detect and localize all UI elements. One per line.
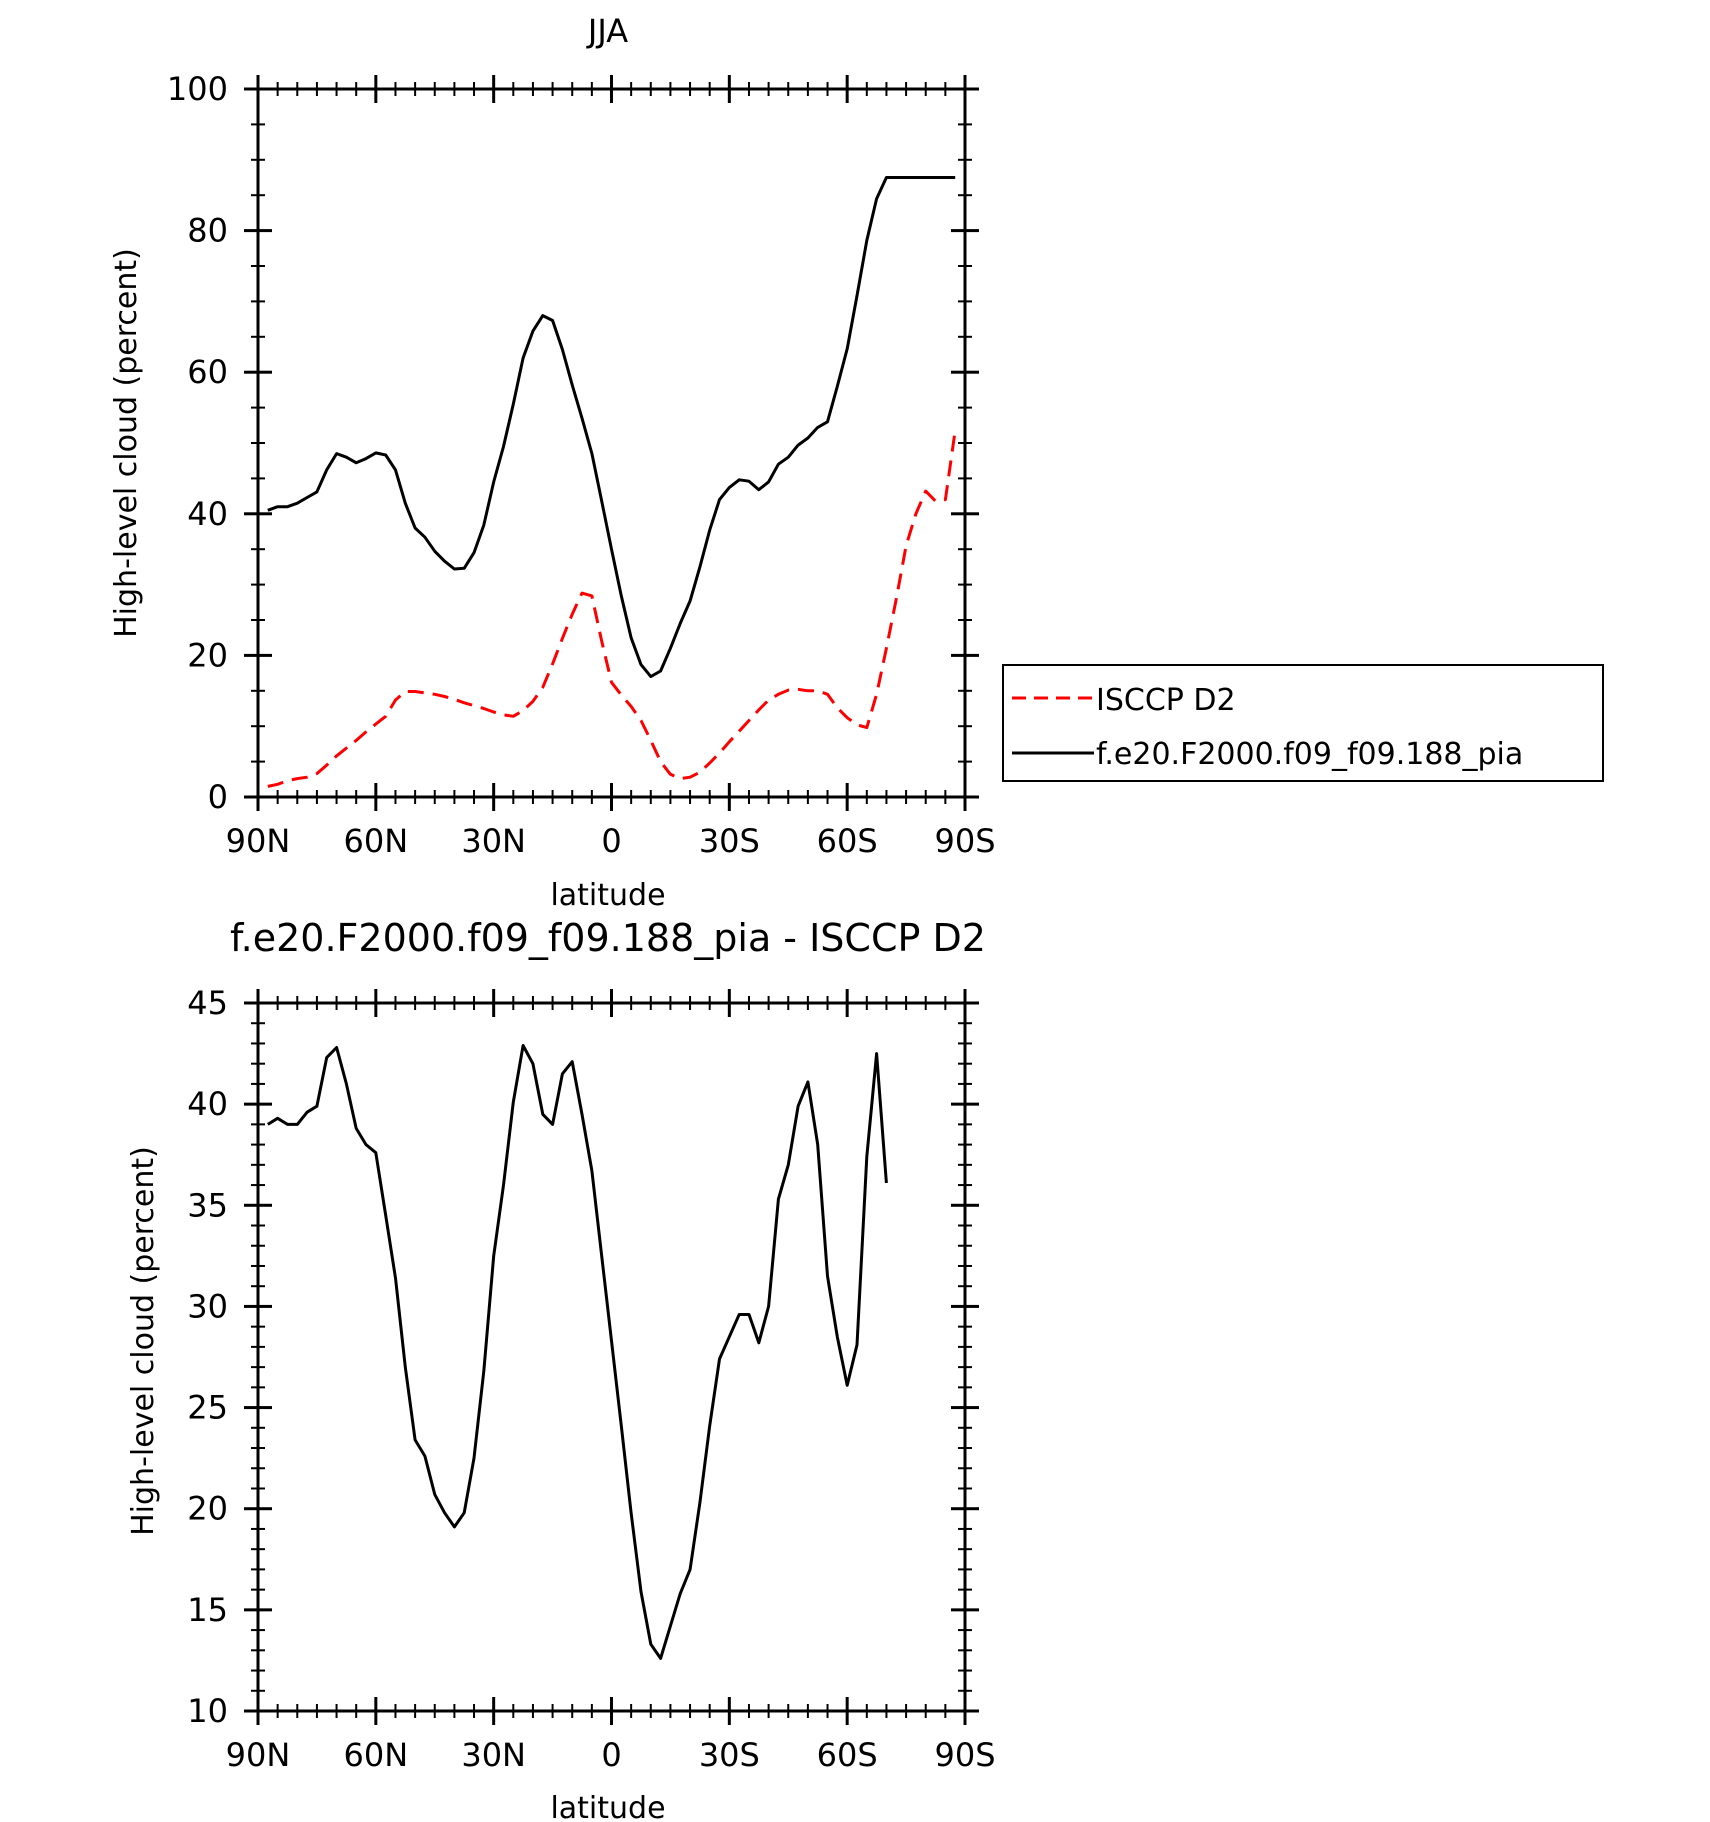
bottom-x-tick-label: 60S <box>817 1736 878 1774</box>
top-y-tick-label: 0 <box>208 778 228 816</box>
bottom-x-tick-label: 90N <box>226 1736 291 1774</box>
bottom-y-axis-label: High-level cloud (percent) <box>126 1146 161 1536</box>
top-x-tick-label: 30S <box>699 822 760 860</box>
bottom-y-tick-label: 30 <box>187 1287 228 1325</box>
bottom-x-tick-label: 60N <box>344 1736 409 1774</box>
bottom-y-tick-label: 25 <box>187 1389 228 1427</box>
top-y-tick-label: 80 <box>187 212 228 250</box>
top-series-line-2 <box>267 176 956 679</box>
top-y-tick-label: 60 <box>187 353 228 391</box>
bottom-series-line-1 <box>267 1044 888 1660</box>
top-x-tick-label: 90S <box>934 822 995 860</box>
top-series-layer <box>267 176 957 788</box>
top-x-tick-label: 60N <box>344 822 409 860</box>
top-y-tick-label: 100 <box>167 70 228 108</box>
bottom-y-tick-label: 35 <box>187 1186 228 1224</box>
bottom-y-tick-label: 40 <box>187 1085 228 1123</box>
legend-box <box>1002 664 1604 782</box>
top-chart-title: JJA <box>586 12 628 50</box>
legend: ISCCP D2 f.e20.F2000.f09_f09.188_pia <box>1002 664 1604 782</box>
bottom-chart-title: f.e20.F2000.f09_f09.188_pia - ISCCP D2 <box>230 916 986 960</box>
top-x-tick-label: 90N <box>226 822 291 860</box>
bottom-axes: 90N 60N 30N 0 30S 60S 90S 10 15 20 25 30 35 40 45 <box>187 984 995 1774</box>
bottom-x-tick-label: 30S <box>699 1736 760 1774</box>
top-x-tick-label: 30N <box>461 822 526 860</box>
top-y-tick-label: 20 <box>187 636 228 674</box>
bottom-series-layer <box>267 1044 888 1660</box>
bottom-y-tick-label: 20 <box>187 1490 228 1528</box>
legend-label-isccp-d2: ISCCP D2 <box>1096 683 1236 718</box>
bottom-y-tick-label: 15 <box>187 1591 228 1629</box>
bottom-x-tick-label: 30N <box>461 1736 526 1774</box>
bottom-panel: f.e20.F2000.f09_f09.188_pia - ISCCP D2 9… <box>126 916 996 1822</box>
top-x-tick-label: 60S <box>817 822 878 860</box>
bottom-y-tick-label: 45 <box>187 984 228 1022</box>
bottom-x-tick-label: 90S <box>934 1736 995 1774</box>
bottom-x-axis-label: latitude <box>550 1791 665 1822</box>
bottom-y-tick-label: 10 <box>187 1692 228 1730</box>
top-series-line-1 <box>267 430 957 788</box>
top-y-tick-label: 40 <box>187 495 228 533</box>
legend-label-model: f.e20.F2000.f09_f09.188_pia <box>1096 737 1523 772</box>
top-axes: 90N 60N 30N 0 30S 60S 90S 0 20 40 60 80 100 <box>167 70 996 860</box>
top-x-axis-label: latitude <box>550 878 665 913</box>
top-panel: JJA 90N 60N 30N 0 30S 60S 90S 0 20 40 60 80 100 lati… <box>109 12 996 913</box>
top-x-tick-label: 0 <box>601 822 621 860</box>
bottom-x-tick-label: 0 <box>601 1736 621 1774</box>
top-y-axis-label: High-level cloud (percent) <box>109 248 144 638</box>
